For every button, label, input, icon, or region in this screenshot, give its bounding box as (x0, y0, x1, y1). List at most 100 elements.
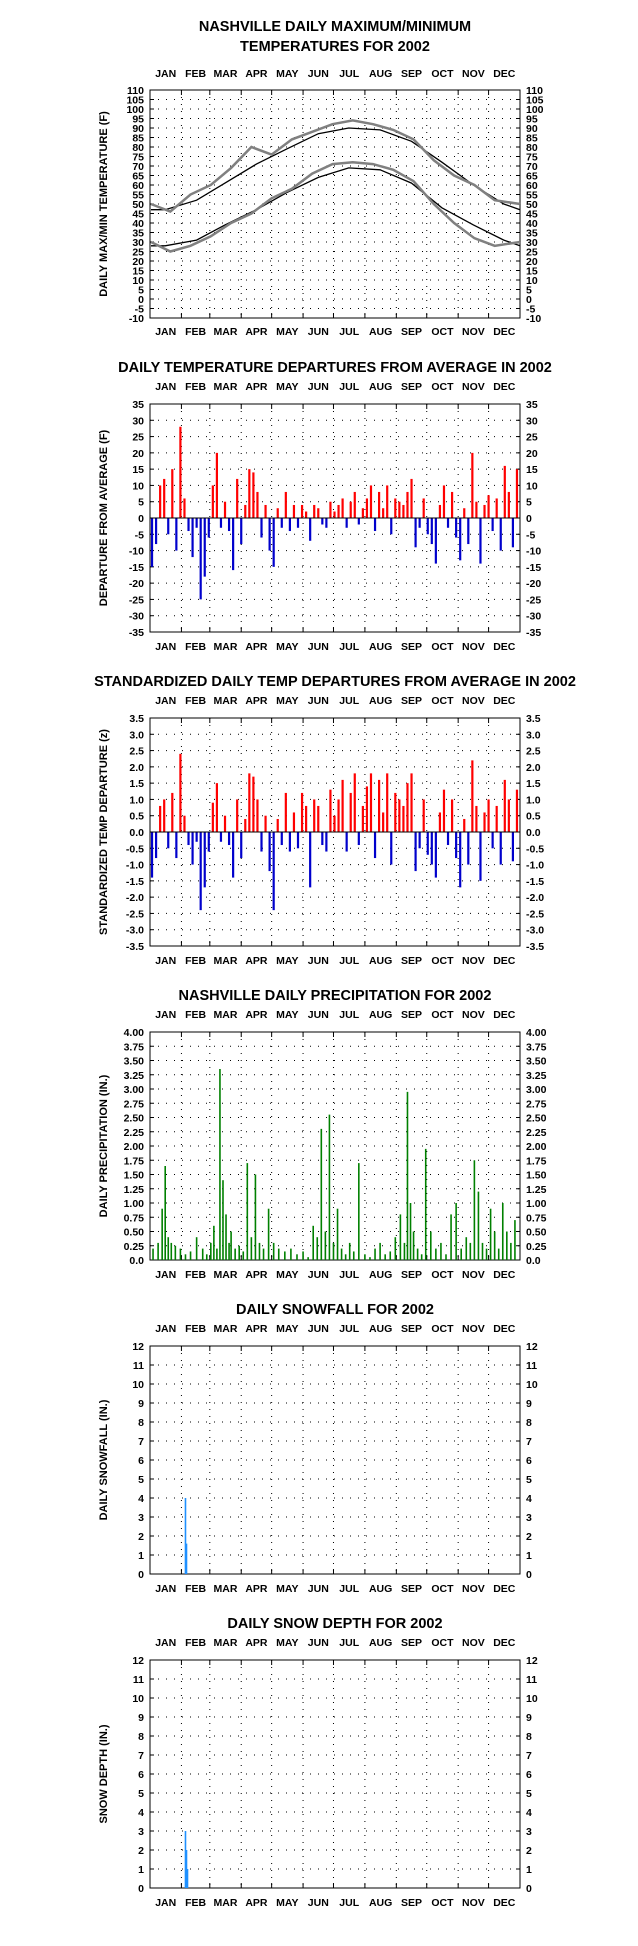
month-label-top: AUG (369, 1637, 392, 1649)
y-tick-label-right: -3.5 (526, 941, 544, 953)
y-tick-label-right: -15 (526, 562, 541, 574)
month-label-top: JUL (339, 695, 359, 707)
chart-title: DAILY SNOW DEPTH FOR 2002 (227, 1616, 442, 1632)
y-tick-label-right: 5 (526, 1474, 532, 1486)
y-tick-label-left: 50 (132, 199, 144, 211)
month-label-top: JUN (308, 68, 329, 80)
y-tick-label-right: 3.75 (526, 1041, 547, 1053)
y-tick-label-right: 70 (526, 161, 538, 173)
y-tick-label-left: 4.00 (124, 1027, 145, 1039)
y-tick-label-right: 25 (526, 432, 538, 444)
month-label-top: JAN (155, 1009, 176, 1021)
month-label-bottom: FEB (185, 326, 206, 338)
month-label-bottom: MAR (214, 1269, 238, 1281)
y-tick-label-left: 10 (132, 1379, 144, 1391)
month-label-top: JUN (308, 695, 329, 707)
y-tick-label-left: -5 (135, 304, 144, 316)
y-tick-label-left: 3.50 (124, 1056, 145, 1068)
month-label-bottom: JUL (339, 641, 359, 653)
y-tick-label-right: 15 (526, 464, 538, 476)
y-tick-label-right: 10 (526, 1379, 538, 1391)
month-label-bottom: MAR (214, 955, 238, 967)
month-label-top: JUL (339, 1323, 359, 1335)
month-label-top: AUG (369, 68, 392, 80)
month-label-top: SEP (401, 1323, 422, 1335)
y-tick-label-left: -25 (129, 594, 144, 606)
month-label-bottom: JAN (155, 326, 176, 338)
month-label-top: APR (245, 695, 268, 707)
month-label-top: APR (245, 68, 268, 80)
month-label-bottom: APR (245, 1269, 268, 1281)
y-tick-label-right: 50 (526, 199, 538, 211)
y-tick-label-right: 25 (526, 247, 538, 259)
y-tick-label-left: 110 (127, 85, 144, 97)
y-tick-label-left: 1.0 (129, 794, 144, 806)
month-label-bottom: NOV (462, 1583, 485, 1595)
y-axis-label: DEPARTURE FROM AVERAGE (F) (98, 429, 110, 606)
y-tick-label-left: 6 (138, 1769, 144, 1781)
month-label-bottom: SEP (401, 1897, 422, 1909)
chart-title: DAILY TEMPERATURE DEPARTURES FROM AVERAG… (118, 360, 552, 376)
month-label-bottom: AUG (369, 955, 392, 967)
y-tick-label-left: -2.0 (126, 892, 144, 904)
y-tick-label-right: 6 (526, 1455, 532, 1467)
y-tick-label-left: 7 (138, 1436, 144, 1448)
month-label-top: MAY (276, 1323, 298, 1335)
y-tick-label-right: 110 (526, 85, 543, 97)
month-label-bottom: NOV (462, 641, 485, 653)
chart-1: DAILY TEMPERATURE DEPARTURES FROM AVERAG… (98, 360, 552, 653)
y-tick-label-right: 1.5 (526, 778, 541, 790)
y-tick-label-right: 12 (526, 1655, 538, 1667)
y-tick-label-right: 1 (526, 1864, 532, 1876)
y-tick-label-right: 65 (526, 171, 538, 183)
y-tick-label-right: 1.25 (526, 1184, 547, 1196)
y-tick-label-right: 4.00 (526, 1027, 547, 1039)
y-tick-label-left: 45 (132, 209, 144, 221)
month-label-bottom: JUL (339, 955, 359, 967)
y-tick-label-left: 3 (138, 1826, 144, 1838)
month-label-top: NOV (462, 68, 485, 80)
month-label-top: MAY (276, 68, 298, 80)
y-tick-label-right: -20 (526, 578, 541, 590)
y-tick-label-right: 30 (526, 415, 538, 427)
month-label-top: DEC (493, 1009, 516, 1021)
y-tick-label-left: 75 (132, 152, 144, 164)
month-label-top: APR (245, 1009, 268, 1021)
month-label-bottom: AUG (369, 1897, 392, 1909)
month-label-top: SEP (401, 68, 422, 80)
y-tick-label-right: -2.5 (526, 908, 544, 920)
month-label-bottom: JAN (155, 1269, 176, 1281)
month-label-bottom: OCT (431, 1583, 454, 1595)
month-label-top: FEB (185, 1323, 206, 1335)
month-label-top: OCT (431, 381, 454, 393)
y-tick-label-right: 1.00 (526, 1198, 547, 1210)
y-tick-label-right: -35 (526, 627, 541, 639)
y-tick-label-right: -5 (526, 529, 535, 541)
month-label-bottom: JUN (308, 641, 329, 653)
y-tick-label-left: 1.00 (124, 1198, 145, 1210)
y-tick-label-left: 10 (132, 1693, 144, 1705)
month-label-top: JUL (339, 381, 359, 393)
y-tick-label-left: 3.5 (129, 713, 144, 725)
y-tick-label-right: 2.25 (526, 1127, 547, 1139)
month-label-bottom: MAR (214, 326, 238, 338)
y-tick-label-right: -1.5 (526, 876, 544, 888)
y-tick-label-left: 35 (132, 399, 144, 411)
chart-0: NASHVILLE DAILY MAXIMUM/MINIMUM TEMPERATU… (98, 19, 544, 338)
y-tick-label-left: 0 (138, 1569, 144, 1581)
month-label-top: JUN (308, 1323, 329, 1335)
y-tick-label-right: 2.75 (526, 1098, 547, 1110)
y-tick-label-left: -15 (129, 562, 144, 574)
y-tick-label-right: 0.0 (526, 1255, 541, 1267)
y-tick-label-right: 2.0 (526, 762, 541, 774)
month-label-bottom: SEP (401, 326, 422, 338)
month-label-bottom: JUN (308, 955, 329, 967)
y-tick-label-left: 11 (133, 1360, 144, 1372)
y-tick-label-right: 35 (526, 228, 538, 240)
month-label-bottom: MAR (214, 1897, 238, 1909)
y-tick-label-right: 100 (526, 104, 544, 116)
month-label-top: JAN (155, 1637, 176, 1649)
y-tick-label-left: 95 (132, 114, 144, 126)
y-tick-label-right: -0.5 (526, 843, 544, 855)
month-label-bottom: DEC (493, 1269, 516, 1281)
